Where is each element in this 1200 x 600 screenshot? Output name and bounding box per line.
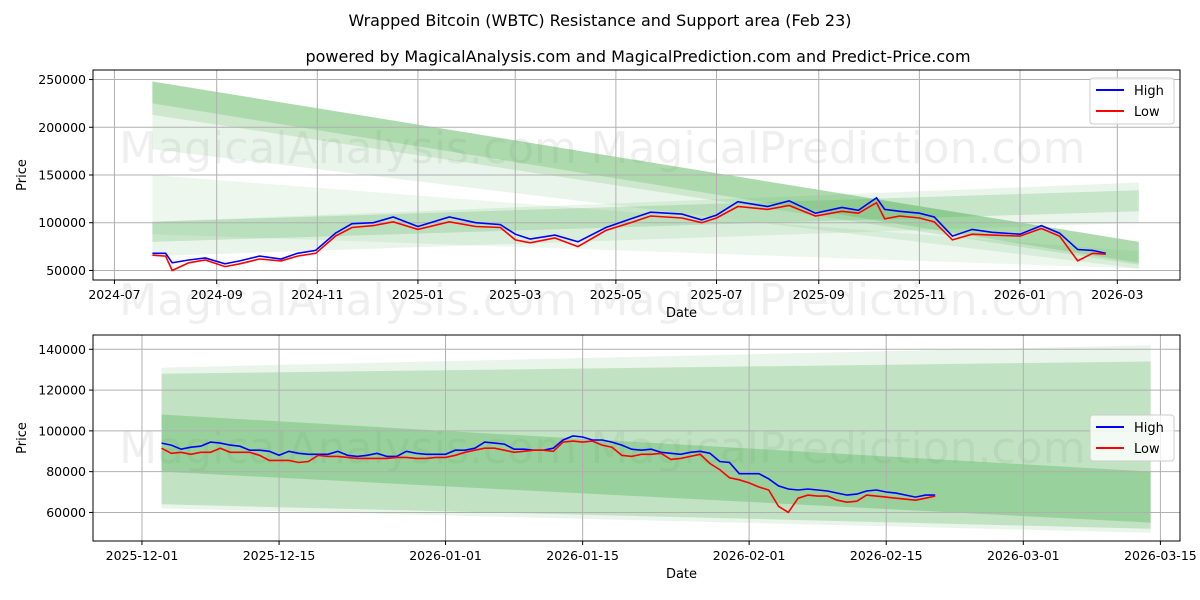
x-axis-label: Date: [666, 306, 697, 321]
resistance-support-band: [152, 175, 1139, 269]
low-series-line: [161, 440, 936, 514]
bands: [161, 345, 1151, 533]
y-tick-label: 100000: [38, 215, 86, 230]
x-tick-label: 2026-01-01: [409, 548, 482, 563]
watermark: MagicalAnalysis.com: [119, 123, 577, 174]
figure-subtitle: powered by MagicalAnalysis.com and Magic…: [305, 47, 970, 66]
resistance-support-band: [161, 345, 1151, 533]
plot-frame: [92, 69, 1181, 281]
x-tick-label: 2025-05: [590, 287, 642, 302]
y-tick-label: 60000: [46, 505, 86, 520]
watermark: MagicalAnalysis.com: [119, 423, 577, 474]
resistance-support-band: [152, 182, 1139, 257]
y-tick-label: 80000: [46, 464, 86, 479]
resistance-support-band: [161, 361, 1151, 529]
x-tick-label: 2026-03-15: [1124, 548, 1197, 563]
x-tick-label: 2026-03-01: [987, 548, 1060, 563]
chart-bottom: MagicalAnalysis.com MagicalPrediction.com…: [15, 334, 1197, 582]
y-axis-label: Price: [15, 159, 30, 191]
watermark: MagicalAnalysis.com: [119, 275, 577, 326]
x-tick-label: 2024-09: [191, 287, 243, 302]
y-tick-label: 50000: [46, 263, 86, 278]
x-tick-label: 2025-09: [793, 287, 845, 302]
low-series-line: [152, 201, 1106, 272]
y-tick-label: 250000: [38, 72, 86, 87]
y-axis-label: Price: [15, 422, 30, 454]
x-tick-label: 2026-02-01: [713, 548, 786, 563]
y-tick-label: 200000: [38, 120, 86, 135]
x-tick-label: 2025-11: [893, 287, 945, 302]
watermark: MagicalPrediction.com: [591, 275, 1086, 326]
y-tick-label: 150000: [38, 168, 86, 183]
plot-frame: [92, 334, 1181, 542]
x-axis-label: Date: [666, 567, 697, 582]
x-tick-label: 2024-07: [88, 287, 140, 302]
chart-top: MagicalAnalysis.com MagicalAnalysis.com Ma…: [15, 69, 1181, 326]
figure-title: Wrapped Bitcoin (WBTC) Resistance and Su…: [348, 11, 851, 30]
watermark: MagicalPrediction.com: [591, 123, 1086, 174]
x-tick-label: 2026-01-15: [546, 548, 619, 563]
legend-low-label: Low: [1134, 105, 1160, 120]
x-tick-label: 2025-12-01: [106, 548, 179, 563]
x-tick-label: 2026-01: [994, 287, 1046, 302]
y-tick-label: 120000: [38, 383, 86, 398]
x-tick-label: 2026-02-15: [850, 548, 923, 563]
legend-high-label: High: [1134, 84, 1164, 99]
x-tick-label: 2025-07: [690, 287, 742, 302]
x-tick-label: 2025-03: [489, 287, 541, 302]
y-tick-label: 140000: [38, 342, 86, 357]
x-tick-label: 2026-03: [1091, 287, 1143, 302]
resistance-support-band: [161, 414, 1151, 523]
resistance-support-band: [152, 190, 1139, 242]
watermark: MagicalPrediction.com: [591, 423, 1086, 474]
x-tick-label: 2025-12-15: [243, 548, 316, 563]
y-tick-label: 100000: [38, 423, 86, 438]
legend-high-label: High: [1134, 421, 1164, 436]
legend-low-label: Low: [1134, 442, 1160, 457]
high-series-line: [152, 196, 1106, 265]
high-series-line: [161, 435, 936, 498]
x-tick-label: 2025-01: [392, 287, 444, 302]
x-tick-label: 2024-11: [291, 287, 343, 302]
